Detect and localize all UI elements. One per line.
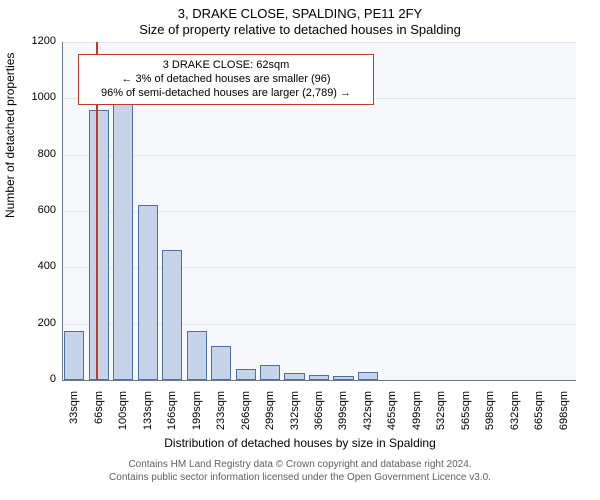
x-tick-label: 698sqm	[558, 391, 570, 441]
bar	[236, 369, 256, 380]
footer-line-1: Contains HM Land Registry data © Crown c…	[0, 458, 600, 471]
y-tick-label: 0	[20, 373, 56, 385]
bar	[162, 250, 182, 380]
x-tick-label: 465sqm	[386, 391, 398, 441]
y-tick-label: 1200	[20, 35, 56, 47]
x-tick-label: 332sqm	[289, 391, 301, 441]
chart-subtitle: Size of property relative to detached ho…	[0, 22, 600, 37]
bar	[89, 110, 109, 380]
y-axis-label: Number of detached properties	[3, 198, 17, 218]
x-tick-label: 499sqm	[411, 391, 423, 441]
x-tick-label: 565sqm	[460, 391, 472, 441]
x-tick-label: 665sqm	[533, 391, 545, 441]
y-axis-line	[62, 42, 63, 380]
bar	[260, 365, 280, 380]
x-tick-label: 100sqm	[117, 391, 129, 441]
bar	[284, 373, 304, 380]
bar	[358, 372, 378, 380]
x-tick-label: 233sqm	[215, 391, 227, 441]
chart-container: 3, DRAKE CLOSE, SPALDING, PE11 2FY Size …	[0, 0, 600, 500]
x-tick-label: 66sqm	[93, 391, 105, 441]
x-tick-label: 432sqm	[362, 391, 374, 441]
x-axis-line	[62, 380, 576, 381]
x-tick-label: 632sqm	[509, 391, 521, 441]
x-tick-label: 532sqm	[435, 391, 447, 441]
bar	[138, 205, 158, 380]
x-tick-label: 266sqm	[240, 391, 252, 441]
annotation-line-1: 3 DRAKE CLOSE: 62sqm	[87, 59, 365, 73]
x-tick-label: 598sqm	[484, 391, 496, 441]
y-tick-label: 200	[20, 317, 56, 329]
annotation-line-3: 96% of semi-detached houses are larger (…	[87, 87, 365, 101]
gridline	[62, 155, 576, 156]
x-tick-label: 399sqm	[337, 391, 349, 441]
bar	[187, 331, 207, 380]
x-tick-label: 366sqm	[313, 391, 325, 441]
gridline	[62, 42, 576, 43]
chart-title: 3, DRAKE CLOSE, SPALDING, PE11 2FY	[0, 6, 600, 21]
x-tick-label: 299sqm	[264, 391, 276, 441]
annotation-line-2: ← 3% of detached houses are smaller (96)	[87, 73, 365, 87]
annotation-box: 3 DRAKE CLOSE: 62sqm← 3% of detached hou…	[78, 54, 374, 105]
x-tick-label: 33sqm	[68, 391, 80, 441]
bar	[64, 331, 84, 380]
bar	[211, 346, 231, 380]
bar	[113, 104, 133, 380]
y-tick-label: 1000	[20, 91, 56, 103]
y-tick-label: 600	[20, 204, 56, 216]
y-tick-label: 400	[20, 260, 56, 272]
footer-line-2: Contains public sector information licen…	[0, 471, 600, 484]
x-tick-label: 133sqm	[142, 391, 154, 441]
y-tick-label: 800	[20, 148, 56, 160]
x-tick-label: 166sqm	[166, 391, 178, 441]
x-tick-label: 199sqm	[191, 391, 203, 441]
footer-attribution: Contains HM Land Registry data © Crown c…	[0, 458, 600, 484]
